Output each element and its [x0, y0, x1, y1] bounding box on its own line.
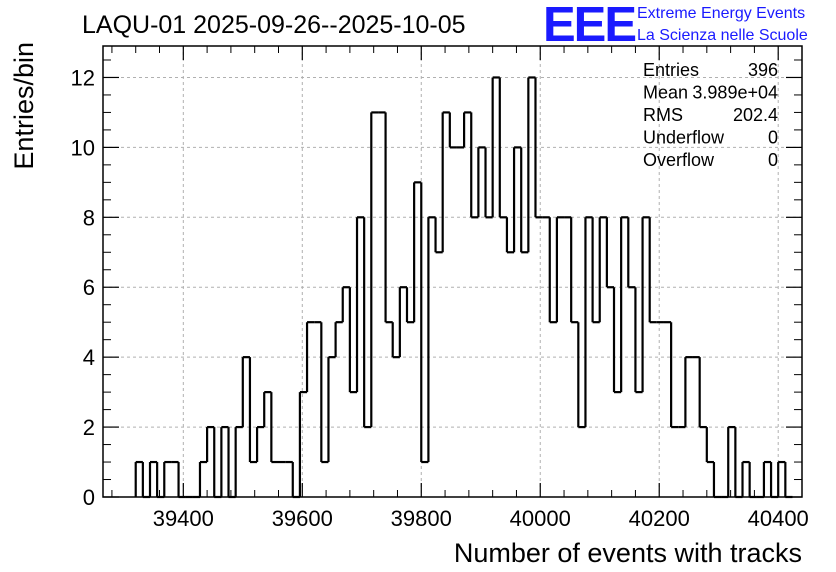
eee-logo-mark: EEE: [543, 0, 635, 52]
x-tick-label: 39800: [391, 506, 452, 531]
plot-frame-rect: [102, 45, 803, 498]
stats-box: Entries 396 Mean 3.989e+04 RMS 202.4 Underflow…: [643, 60, 778, 170]
plot-frame: [102, 45, 803, 498]
y-tick-label: 0: [83, 485, 95, 510]
stats-label: RMS: [643, 105, 683, 125]
y-tick-label: 12: [71, 65, 95, 90]
x-axis-title: Number of events with tracks: [454, 538, 802, 568]
y-tick-label: 4: [83, 345, 95, 370]
x-tick-label: 39600: [272, 506, 333, 531]
stats-label: Entries: [643, 60, 699, 80]
x-tick-label: 39400: [153, 506, 214, 531]
stats-value: 3.989e+04: [692, 83, 778, 103]
stats-value: 0: [768, 150, 778, 170]
eee-logo: EEE Extreme Energy Events La Scienza nel…: [543, 0, 808, 52]
x-tick-label: 40000: [510, 506, 571, 531]
y-axis-title: Entries/bin: [9, 42, 39, 170]
stats-label: Overflow: [643, 150, 715, 170]
eee-logo-line1: Extreme Energy Events: [637, 5, 805, 22]
y-tick-label: 2: [83, 415, 95, 440]
tick-labels: 39400 39600 39800 40000 40200 40400 0 2 4 6 8 10 12: [71, 65, 809, 531]
axis-ticks: [103, 46, 803, 498]
stats-value: 396: [748, 60, 778, 80]
chart-title: LAQU-01 2025-09-26--2025-10-05: [82, 11, 466, 39]
eee-logo-line2: La Scienza nelle Scuole: [637, 27, 808, 44]
y-tick-label: 6: [83, 275, 95, 300]
y-tick-label: 8: [83, 205, 95, 230]
x-tick-label: 40400: [748, 506, 809, 531]
grid-lines: [103, 46, 802, 497]
y-tick-label: 10: [71, 135, 95, 160]
stats-value: 202.4: [733, 105, 778, 125]
stats-label: Underflow: [643, 128, 725, 148]
stats-value: 0: [768, 128, 778, 148]
stats-label: Mean: [643, 83, 688, 103]
x-tick-label: 40200: [629, 506, 690, 531]
